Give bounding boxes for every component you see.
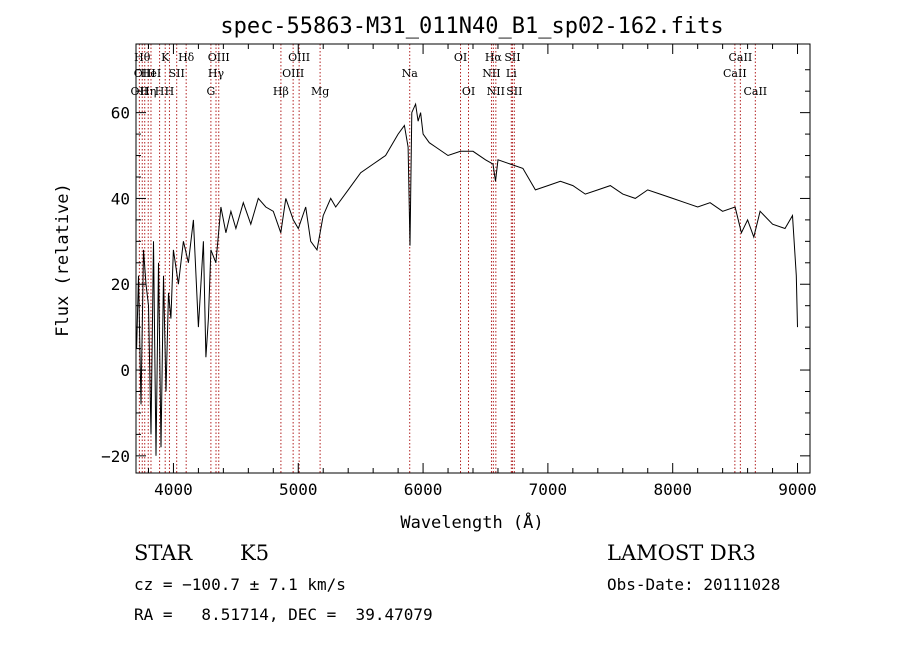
y-tick-label: 0 xyxy=(120,361,130,380)
line-marker-label: SII xyxy=(506,85,522,98)
line-marker-label: Hθ xyxy=(134,51,151,64)
x-tick-label: 4000 xyxy=(154,480,193,499)
line-marker-label: K xyxy=(161,51,170,64)
line-marker-label: SII xyxy=(504,51,520,64)
line-marker-label: NII xyxy=(487,85,505,98)
x-tick-label: 9000 xyxy=(778,480,817,499)
x-axis-ticks: 4000 5000 6000 7000 8000 9000 xyxy=(147,44,817,499)
line-marker-label: Na xyxy=(402,67,419,80)
line-marker-label: Mg xyxy=(311,85,329,98)
ra-dec: RA = 8.51714, DEC = 39.47079 xyxy=(134,605,433,624)
plot-frame xyxy=(135,43,811,474)
survey-name: LAMOST DR3 xyxy=(607,541,756,565)
line-marker-label: CaII xyxy=(729,51,753,64)
chart-title: spec-55863-M31_011N40_B1_sp02-162.fits xyxy=(220,14,723,39)
line-marker-label: OI xyxy=(462,85,475,98)
x-axis-label: Wavelength (Å) xyxy=(400,511,543,533)
spectrum-line xyxy=(136,102,798,456)
y-axis-label: Flux (relative) xyxy=(53,183,73,337)
line-marker-label: Hη xyxy=(140,85,156,98)
line-marker-label: G xyxy=(206,85,215,98)
obs-date: Obs-Date: 20111028 xyxy=(607,575,780,594)
x-tick-label: 7000 xyxy=(529,480,568,499)
y-tick-label: 40 xyxy=(111,189,130,208)
object-subclass: K5 xyxy=(240,541,269,565)
y-tick-label: −20 xyxy=(101,447,130,466)
line-marker-label: OIII xyxy=(282,67,304,80)
line-marker-label: Li xyxy=(506,67,517,80)
x-tick-label: 6000 xyxy=(404,480,443,499)
line-marker-label: Hα xyxy=(485,51,503,64)
line-marker-label: H xyxy=(155,85,165,98)
y-tick-label: 20 xyxy=(111,275,130,294)
y-axis-ticks: −20 0 20 40 60 xyxy=(101,69,810,466)
line-marker-label: CaII xyxy=(723,67,747,80)
line-marker-label: Hγ xyxy=(208,67,225,80)
line-marker-label: H xyxy=(165,85,175,98)
redshift-cz: cz = −100.7 ± 7.1 km/s xyxy=(134,575,346,594)
line-marker-label: Hβ xyxy=(273,85,289,98)
line-marker-label: OI xyxy=(454,51,467,64)
line-marker-label: SII xyxy=(169,67,185,80)
line-marker-label: Hδ xyxy=(178,51,195,64)
line-marker-label: CaII xyxy=(743,85,767,98)
line-marker-label: HeI xyxy=(141,67,161,80)
line-marker-label: OIII xyxy=(134,67,156,80)
x-tick-label: 8000 xyxy=(653,480,692,499)
line-marker-label: OIII xyxy=(208,51,230,64)
x-tick-label: 5000 xyxy=(279,480,318,499)
emission-line-labels: OIIHθOIIIHηHeIHKHSIIHδGHγOIIIHβOIIIOIIIM… xyxy=(131,51,768,98)
emission-line-markers xyxy=(138,44,756,473)
line-marker-label: NII xyxy=(482,67,500,80)
object-class: STAR xyxy=(134,541,193,565)
y-tick-label: 60 xyxy=(111,104,130,123)
line-marker-label: OIII xyxy=(288,51,310,64)
